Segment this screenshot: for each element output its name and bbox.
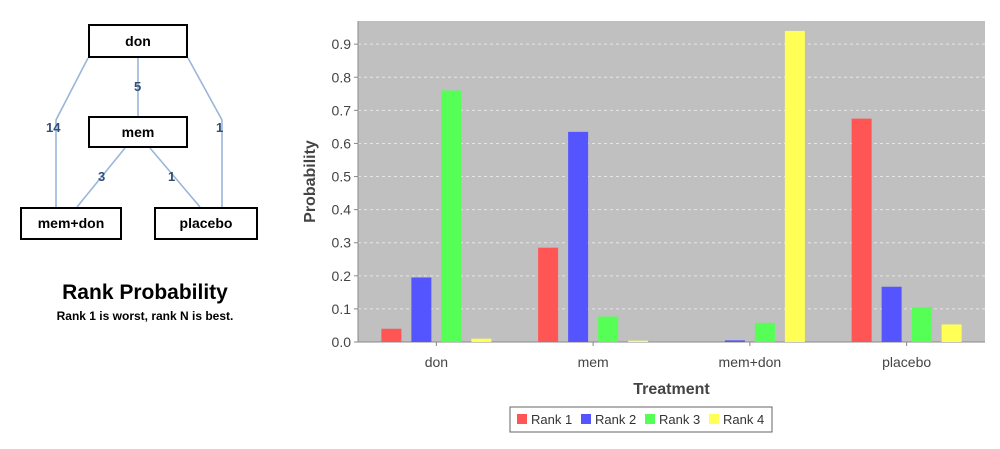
legend-box: [509, 406, 773, 433]
treatment-network-diagram: [55, 57, 223, 208]
network-edge-don-memdon: [55, 57, 89, 207]
network-edge-label: 14: [46, 120, 61, 135]
network-edge-mem-memdon: [76, 147, 126, 208]
x-axis-title: Treatment: [633, 381, 710, 398]
network-edge-label: 1: [216, 120, 224, 135]
x-tick-label: don: [425, 354, 448, 370]
y-axis-title: Probability: [302, 140, 319, 223]
y-tick-label: 0.5: [332, 169, 352, 185]
network-node-mem: mem: [88, 116, 188, 148]
legend-label-rank-4: Rank 4: [723, 412, 764, 427]
legend-label-rank-2: Rank 2: [595, 412, 636, 427]
rank-probability-title: Rank Probability: [62, 281, 228, 304]
bar-placebo-rank-4: [941, 324, 962, 342]
bar-don-rank-4: [471, 338, 492, 342]
y-tick-label: 0.9: [332, 36, 352, 52]
y-tick-label: 0.7: [332, 102, 352, 118]
bar-mem-rank-1: [538, 247, 559, 342]
bar-don-rank-1: [381, 328, 402, 342]
bar-mem-don-rank-2: [724, 340, 745, 342]
legend-swatch-rank-2: [581, 414, 591, 424]
legend-swatch-rank-1: [517, 414, 527, 424]
x-tick-label: mem+don: [719, 354, 782, 370]
rank-probability-subtitle: Rank 1 is worst, rank N is best.: [56, 309, 234, 323]
bar-mem-rank-2: [568, 131, 589, 342]
legend-label-rank-1: Rank 1: [531, 412, 572, 427]
y-tick-label: 0.8: [332, 69, 352, 85]
legend-swatch-rank-4: [709, 414, 719, 424]
network-edge-label: 3: [98, 169, 106, 184]
network-node-don: don: [88, 24, 188, 58]
y-tick-label: 0.4: [332, 202, 352, 218]
bar-mem-don-rank-4: [784, 30, 805, 343]
x-tick-label: mem: [578, 354, 609, 370]
bar-placebo-rank-3: [911, 307, 932, 342]
network-edge-label: 5: [134, 79, 142, 94]
bar-mem-rank-4: [628, 340, 649, 342]
y-tick-label: 0.3: [332, 235, 352, 251]
bar-don-rank-2: [411, 277, 432, 342]
bar-mem-rank-3: [598, 316, 619, 342]
bar-placebo-rank-2: [881, 286, 902, 342]
bar-placebo-rank-1: [851, 118, 872, 342]
y-tick-label: 0.1: [332, 301, 352, 317]
plot-area: [358, 21, 985, 342]
network-edge-mem-placebo: [149, 147, 201, 208]
bar-don-rank-3: [441, 90, 462, 342]
legend-label-rank-3: Rank 3: [659, 412, 700, 427]
legend-swatch-rank-3: [645, 414, 655, 424]
x-tick-label: placebo: [882, 354, 931, 370]
network-node-memdon: mem+don: [20, 207, 122, 240]
y-tick-label: 0.6: [332, 135, 352, 151]
network-edge-label: 1: [168, 169, 176, 184]
rank-probability-chart: 0.0 0.1 0.2 0.3 0.4 0.5 0.6 0.7 0.8 0.9 don mem mem+…: [302, 21, 985, 433]
network-node-placebo: placebo: [154, 207, 258, 240]
bar-mem-don-rank-3: [754, 322, 775, 342]
y-tick-label: 0.2: [332, 268, 352, 284]
y-tick-label: 0.0: [332, 334, 352, 350]
network-edge-don-placebo: [187, 57, 223, 207]
